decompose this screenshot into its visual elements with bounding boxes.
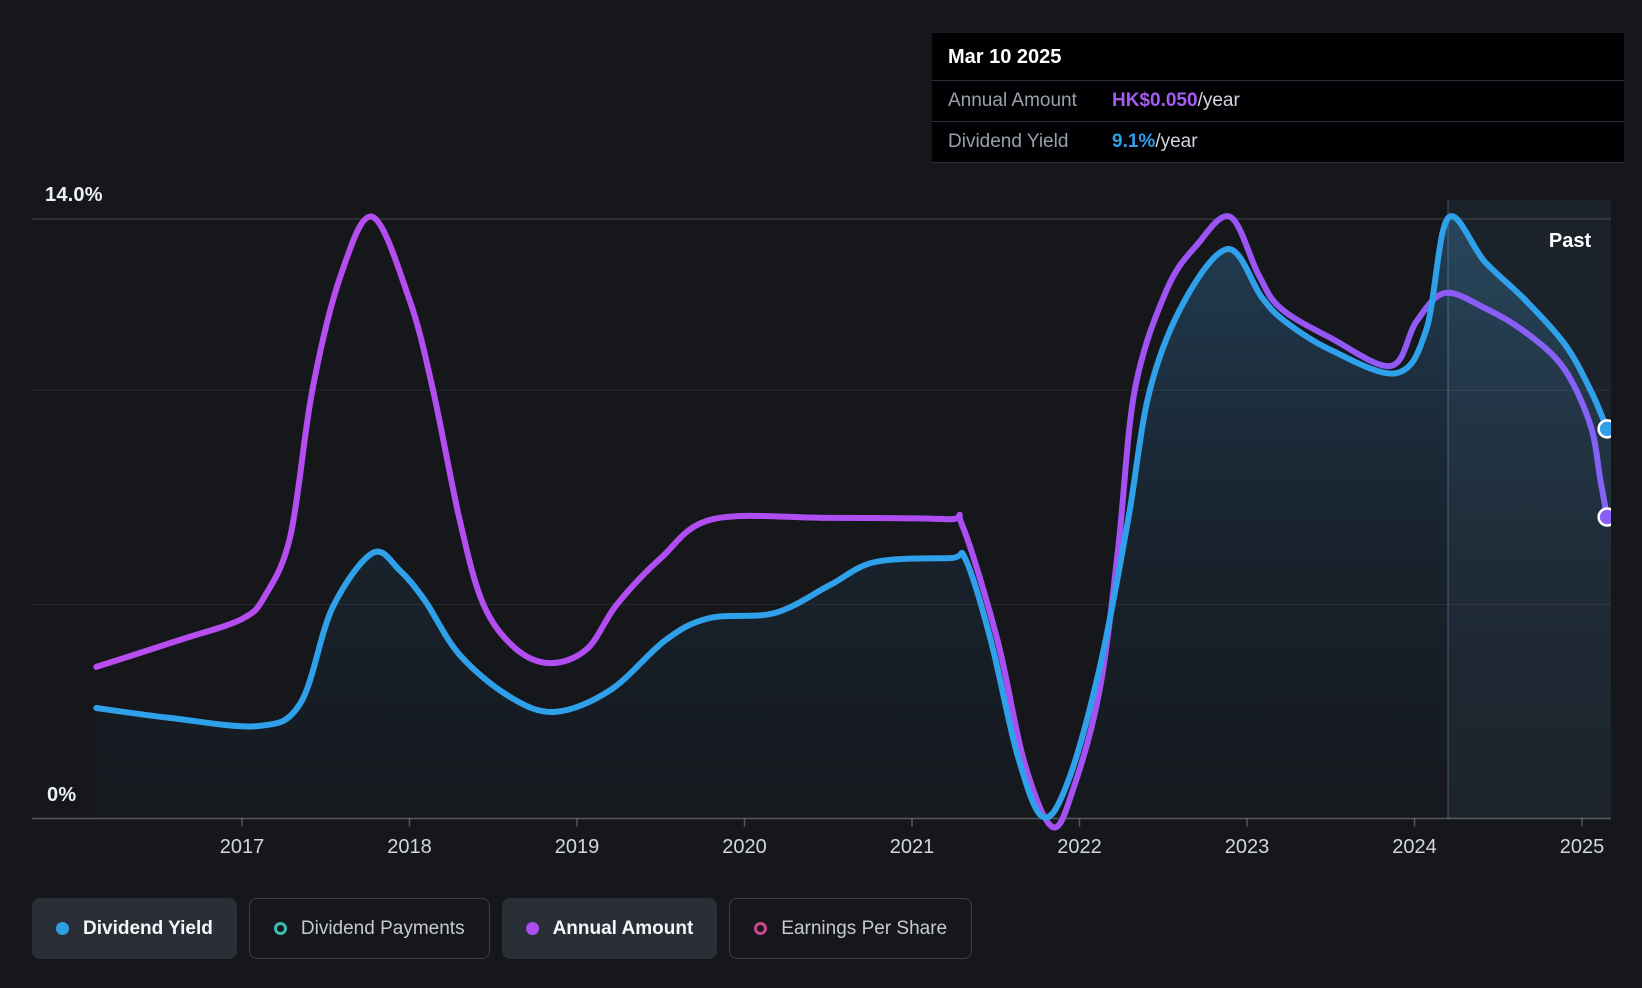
past-region-label: Past: [1548, 230, 1592, 252]
annual-amount-end-marker: [1597, 507, 1611, 527]
x-axis-label-2020: 2020: [722, 836, 767, 858]
filled-dot-icon: [56, 922, 69, 935]
chart-tooltip: Mar 10 2025 Annual Amount HK$0.050/year …: [932, 33, 1624, 163]
x-axis-label-2019: 2019: [554, 836, 600, 858]
x-axis-label-2018: 2018: [387, 836, 432, 858]
legend-label: Dividend Payments: [300, 917, 465, 939]
chart-legend: Dividend Yield Dividend Payments Annual Am…: [32, 898, 973, 959]
legend-button-dividend-payments[interactable]: Dividend Payments: [248, 898, 490, 959]
tooltip-value: HK$0.050: [1112, 90, 1198, 111]
tooltip-label: Annual Amount: [948, 90, 1077, 111]
tooltip-suffix: /year: [1155, 131, 1198, 152]
x-axis-label-2025: 2025: [1559, 836, 1605, 858]
x-axis-label-2023: 2023: [1224, 836, 1270, 858]
tooltip-value: 9.1%: [1112, 131, 1156, 152]
legend-button-annual-amount[interactable]: Annual Amount: [501, 898, 718, 959]
annual-amount-line: [93, 213, 1611, 831]
x-axis-label-2022: 2022: [1057, 836, 1102, 858]
tooltip-label: Dividend Yield: [948, 131, 1069, 152]
y-axis-label-14.0pct: 14.0%: [45, 184, 103, 206]
axis-ticks: [241, 818, 1583, 827]
legend-button-dividend-yield[interactable]: Dividend Yield: [32, 898, 237, 959]
x-axis-label-2024: 2024: [1392, 836, 1437, 858]
gridlines: [32, 218, 1611, 820]
ring-circle-icon: [754, 922, 768, 935]
filled-dot-icon: [525, 922, 539, 935]
past-region-band: [1448, 200, 1611, 819]
tooltip-row-dividend-yield: Dividend Yield 9.1%/year: [932, 121, 1624, 163]
y-axis-label-0pct: 0%: [47, 783, 77, 806]
dividend-yield-area: [96, 216, 1611, 819]
dividend-yield-end-marker: [1597, 419, 1611, 439]
legend-label: Dividend Yield: [83, 917, 213, 939]
legend-button-earnings-per-share[interactable]: Earnings Per Share: [729, 898, 973, 959]
legend-label: Annual Amount: [552, 917, 694, 939]
dividend-yield-line: [93, 213, 1611, 821]
x-axis-label-2021: 2021: [889, 836, 935, 858]
tooltip-row-annual-amount: Annual Amount HK$0.050/year: [932, 80, 1624, 121]
legend-label: Earnings Per Share: [781, 917, 948, 939]
tooltip-date: Mar 10 2025: [948, 46, 1062, 68]
ring-circle-icon: [273, 922, 287, 935]
tooltip-suffix: /year: [1197, 90, 1240, 111]
x-axis-label-2017: 2017: [219, 836, 265, 858]
